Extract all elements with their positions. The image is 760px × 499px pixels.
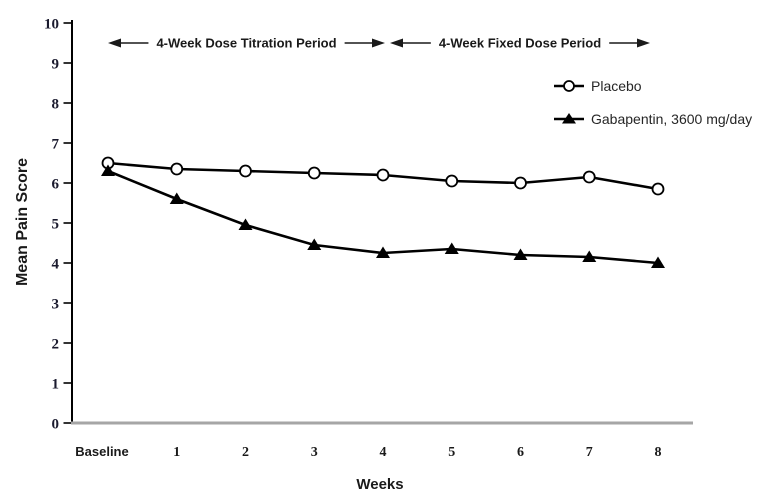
- data-point-marker: [651, 256, 665, 268]
- x-axis-title: Weeks: [356, 476, 403, 493]
- legend: Placebo Gabapentin, 3600 mg/day: [554, 78, 752, 127]
- filled-triangle-icon: [562, 113, 576, 124]
- y-tick-label: 6: [52, 176, 60, 192]
- arrow-left-icon: [108, 38, 121, 48]
- x-tick-label: Baseline: [75, 444, 128, 459]
- open-circle-icon: [563, 80, 575, 92]
- period-annotation: 4-Week Dose Titration Period: [108, 36, 385, 51]
- x-tick-label: 4: [380, 445, 387, 460]
- y-axis-title: Mean Pain Score: [14, 158, 31, 286]
- data-point-marker: [582, 250, 597, 262]
- arrow-right-icon: [637, 38, 650, 48]
- x-tick-label: 6: [517, 445, 524, 460]
- period-annotation-label: 4-Week Dose Titration Period: [156, 36, 336, 51]
- arrow-left-icon: [390, 38, 403, 48]
- data-point-marker: [444, 242, 459, 254]
- y-tick-label: 3: [52, 296, 60, 312]
- legend-label: Gabapentin, 3600 mg/day: [591, 111, 752, 127]
- data-point-marker: [651, 182, 665, 196]
- data-point-marker: [169, 192, 184, 204]
- y-tick-label: 5: [52, 216, 60, 232]
- y-tick-label: 4: [52, 256, 60, 272]
- series-placebo: [101, 156, 665, 196]
- data-point-marker: [170, 162, 184, 176]
- y-tick-label: 10: [44, 16, 59, 32]
- y-tick-label: 7: [52, 136, 60, 152]
- x-tick-label: 1: [173, 445, 180, 460]
- data-point-marker: [239, 164, 252, 178]
- y-tick-label: 2: [52, 336, 60, 352]
- data-point-marker: [445, 174, 459, 188]
- data-point-marker: [376, 246, 390, 258]
- data-point-marker: [101, 164, 115, 176]
- y-tick-label: 8: [52, 96, 60, 112]
- period-annotation: 4-Week Fixed Dose Period: [390, 36, 650, 51]
- arrow-right-icon: [372, 38, 385, 48]
- data-point-marker: [513, 248, 528, 260]
- legend-label: Placebo: [591, 78, 642, 94]
- data-point-marker: [238, 218, 253, 230]
- period-annotation-label: 4-Week Fixed Dose Period: [439, 36, 601, 51]
- y-tick-label: 1: [52, 376, 60, 392]
- x-tick-label: 2: [242, 445, 249, 460]
- axes: 0 1 2 3 4 5 6 7 8 9 10 Baseline 1 2 3 4 5 6 7 8: [44, 16, 693, 460]
- legend-item: Gabapentin, 3600 mg/day: [554, 111, 752, 127]
- x-tick-label: 3: [311, 445, 318, 460]
- y-tick-label: 0: [52, 416, 60, 432]
- series-gabapentin: [101, 164, 665, 268]
- data-point-marker: [514, 176, 527, 190]
- legend-item: Placebo: [554, 78, 642, 94]
- x-tick-label: 7: [586, 445, 593, 460]
- data-point-marker: [307, 166, 321, 180]
- y-tick-label: 9: [52, 56, 60, 72]
- x-tick-label: 8: [655, 445, 662, 460]
- data-point-marker: [307, 238, 322, 250]
- x-tick-label: 5: [448, 445, 455, 460]
- data-point-marker: [376, 168, 390, 182]
- data-point-marker: [582, 170, 596, 184]
